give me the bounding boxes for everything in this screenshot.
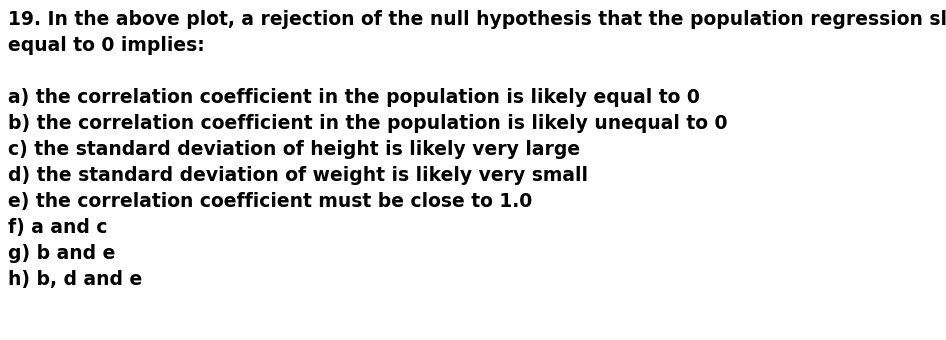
Text: d) the standard deviation of weight is likely very small: d) the standard deviation of weight is l… [8, 166, 588, 185]
Text: 19. In the above plot, a rejection of the null hypothesis that the population re: 19. In the above plot, a rejection of th… [8, 10, 946, 29]
Text: c) the standard deviation of height is likely very large: c) the standard deviation of height is l… [8, 140, 580, 159]
Text: g) b and e: g) b and e [8, 244, 115, 263]
Text: equal to 0 implies:: equal to 0 implies: [8, 36, 204, 55]
Text: f) a and c: f) a and c [8, 218, 108, 237]
Text: e) the correlation coefficient must be close to 1.0: e) the correlation coefficient must be c… [8, 192, 533, 211]
Text: h) b, d and e: h) b, d and e [8, 270, 142, 289]
Text: a) the correlation coefficient in the population is likely equal to 0: a) the correlation coefficient in the po… [8, 88, 700, 107]
Text: b) the correlation coefficient in the population is likely unequal to 0: b) the correlation coefficient in the po… [8, 114, 727, 133]
